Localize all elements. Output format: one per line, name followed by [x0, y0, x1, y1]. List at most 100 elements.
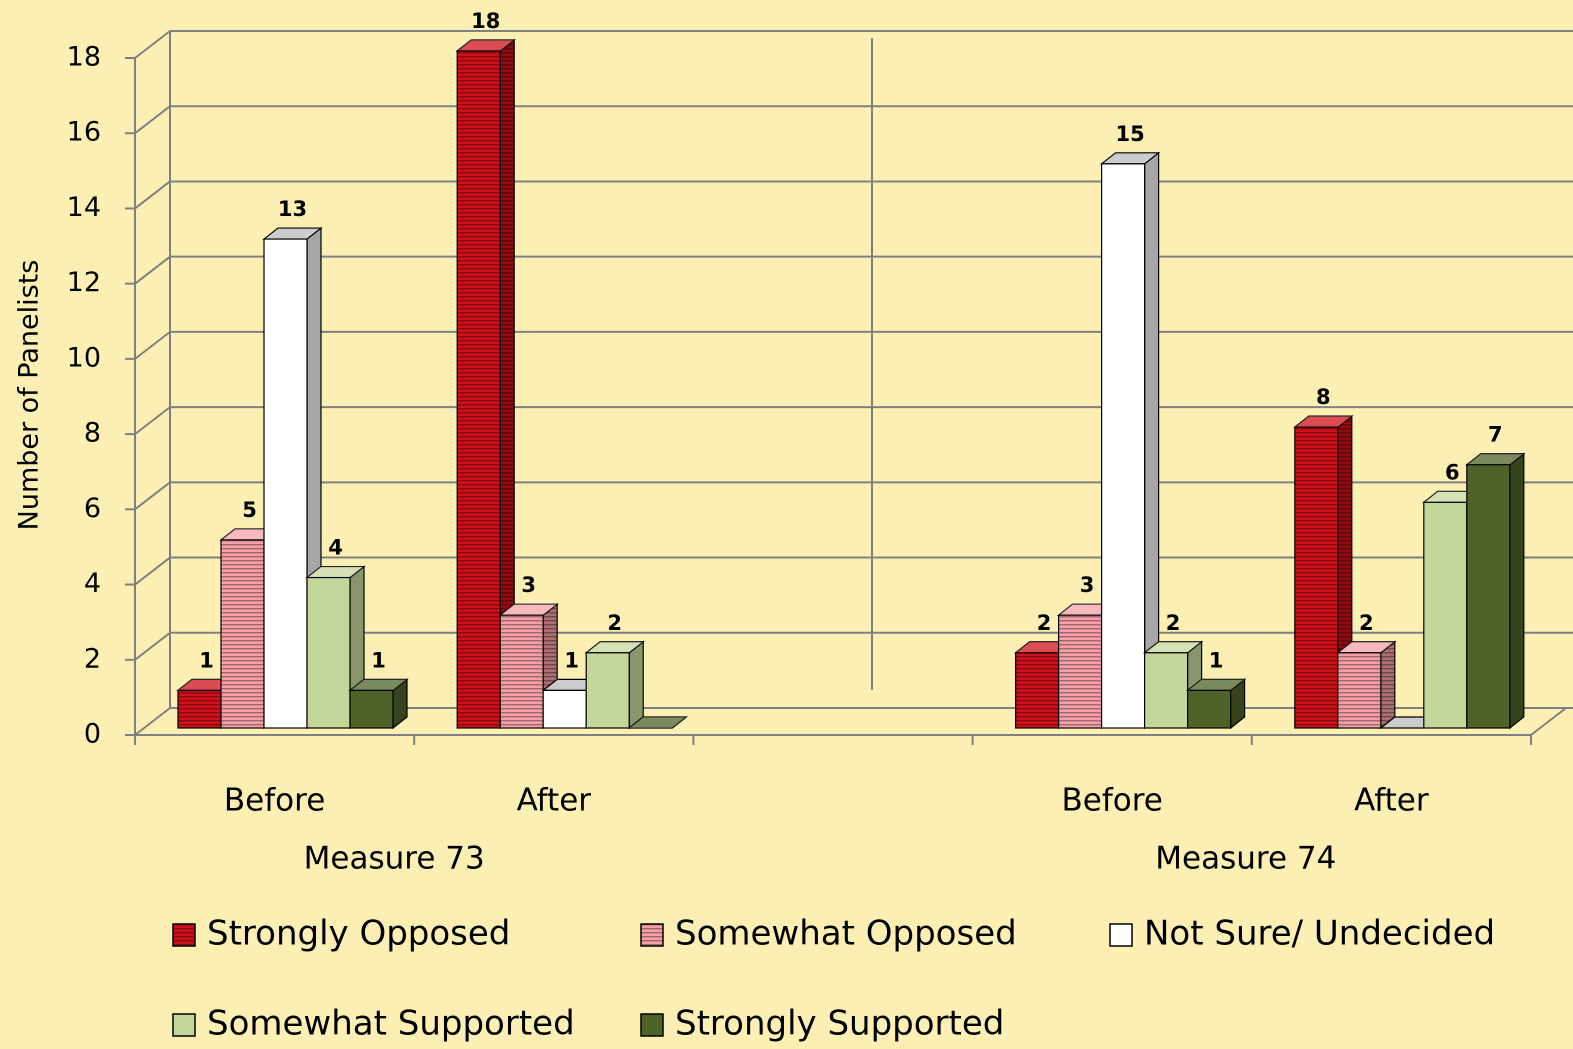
y-tick-label: 16: [67, 117, 101, 148]
data-label: 2: [1037, 611, 1052, 635]
bar-side-shade: [1144, 152, 1159, 729]
bar-top-shade: [1187, 679, 1245, 691]
grid-line-side: [134, 30, 171, 59]
y-tick-label: 2: [84, 643, 101, 674]
bar: [305, 565, 366, 730]
floor-right: [1530, 707, 1567, 736]
x-tick-label: Before: [224, 783, 325, 819]
bar: [1465, 452, 1526, 730]
bar-top-shade: [350, 679, 407, 691]
data-label: 1: [199, 648, 214, 672]
bar-side-hatch: [1380, 641, 1395, 728]
bar-side-shade: [393, 679, 407, 728]
grid-line-side: [134, 105, 171, 135]
bar-front: [1100, 163, 1146, 729]
x-tick-label: After: [1354, 783, 1429, 819]
data-label: 5: [242, 498, 257, 522]
data-label: 1: [371, 648, 386, 672]
x-tick-label: Before: [1062, 783, 1163, 819]
bar-hatch: [457, 51, 501, 728]
bar: [1185, 678, 1247, 730]
legend-label: Somewhat Supported: [207, 1004, 575, 1044]
y-axis-title: Number of Panelists: [14, 260, 45, 531]
bar-top-shade: [457, 40, 515, 51]
bar-front: [263, 238, 308, 729]
data-label: 2: [1359, 611, 1374, 635]
data-label: 18: [471, 9, 500, 33]
bar-top-shade: [307, 566, 364, 578]
bar-front: [349, 689, 394, 729]
bar-top-shade: [586, 641, 644, 653]
bar-front: [306, 576, 351, 729]
data-label: 8: [1316, 385, 1331, 409]
data-label: 2: [607, 611, 622, 635]
bar-side-shade: [1230, 679, 1245, 728]
y-tick-label: 4: [84, 568, 101, 599]
bar-front: [1143, 652, 1189, 729]
bar: [584, 640, 645, 730]
group-label: Measure 73: [304, 841, 485, 877]
y-tick-label: 8: [84, 418, 101, 449]
bar-hatch: [1337, 652, 1381, 728]
group-label: Measure 74: [1155, 841, 1336, 877]
grid-line-side: [134, 180, 171, 210]
bar: [1142, 640, 1204, 730]
grid-line-side: [134, 255, 171, 285]
data-label: 7: [1488, 423, 1503, 447]
bar-top: [627, 716, 688, 729]
x-tick-label: After: [517, 783, 592, 819]
grid-line-side: [134, 406, 171, 435]
bar-top-shade: [1294, 416, 1352, 428]
bar-hatch: [1015, 652, 1059, 728]
bar-hatch: [178, 690, 221, 728]
bar: [627, 716, 688, 729]
legend-swatch: [640, 1013, 664, 1037]
y-tick-label: 14: [67, 192, 101, 223]
data-label: 15: [1115, 122, 1144, 146]
data-label: 2: [1166, 611, 1181, 635]
bar-side-shade: [1509, 453, 1524, 728]
bar-front: [1466, 464, 1511, 729]
y-tick-label: 0: [84, 719, 101, 750]
y-tick-label: 18: [67, 42, 101, 73]
bar-top-shade: [1144, 641, 1202, 653]
legend-label: Strongly Supported: [675, 1004, 1004, 1044]
bar-front: [1186, 689, 1232, 729]
legend-swatch: [1109, 923, 1133, 947]
grid-line-side: [134, 556, 171, 586]
legend-label: Somewhat Opposed: [675, 914, 1017, 954]
grid-line-side: [134, 331, 171, 360]
bar-top-shade: [500, 604, 558, 616]
legend-swatch-hatch: [173, 924, 195, 946]
data-label: 4: [328, 536, 343, 560]
bar-front: [542, 689, 587, 729]
bar: [1336, 640, 1397, 730]
bar-front: [1423, 501, 1468, 729]
bar-top-shade: [1101, 152, 1159, 164]
data-label: 3: [521, 573, 536, 597]
legend-swatch-hatch: [641, 924, 663, 946]
bar-top-shade: [264, 228, 321, 240]
bar-top-shade: [629, 717, 687, 728]
y-tick-label: 12: [67, 267, 101, 298]
bar-side-hatch: [500, 40, 515, 728]
y-tick-label: 6: [84, 493, 101, 524]
data-label: 1: [1209, 648, 1224, 672]
bar-top-shade: [1337, 641, 1395, 653]
bar: [1099, 151, 1161, 730]
bar-front: [585, 652, 630, 729]
data-label: 6: [1445, 460, 1460, 484]
grid-line-side: [134, 481, 171, 511]
legend-label: Strongly Opposed: [207, 914, 510, 954]
bar: [455, 38, 516, 730]
data-label: 13: [278, 197, 307, 221]
grid-line-side: [134, 707, 171, 736]
bar-side-shade: [629, 641, 644, 728]
data-label: 3: [1080, 573, 1095, 597]
legend-label: Not Sure/ Undecided: [1144, 914, 1495, 954]
bar-hatch: [1294, 427, 1338, 728]
bar-hatch: [500, 615, 544, 728]
legend-swatch: [172, 1013, 196, 1037]
bar-top-shade: [1466, 453, 1524, 465]
